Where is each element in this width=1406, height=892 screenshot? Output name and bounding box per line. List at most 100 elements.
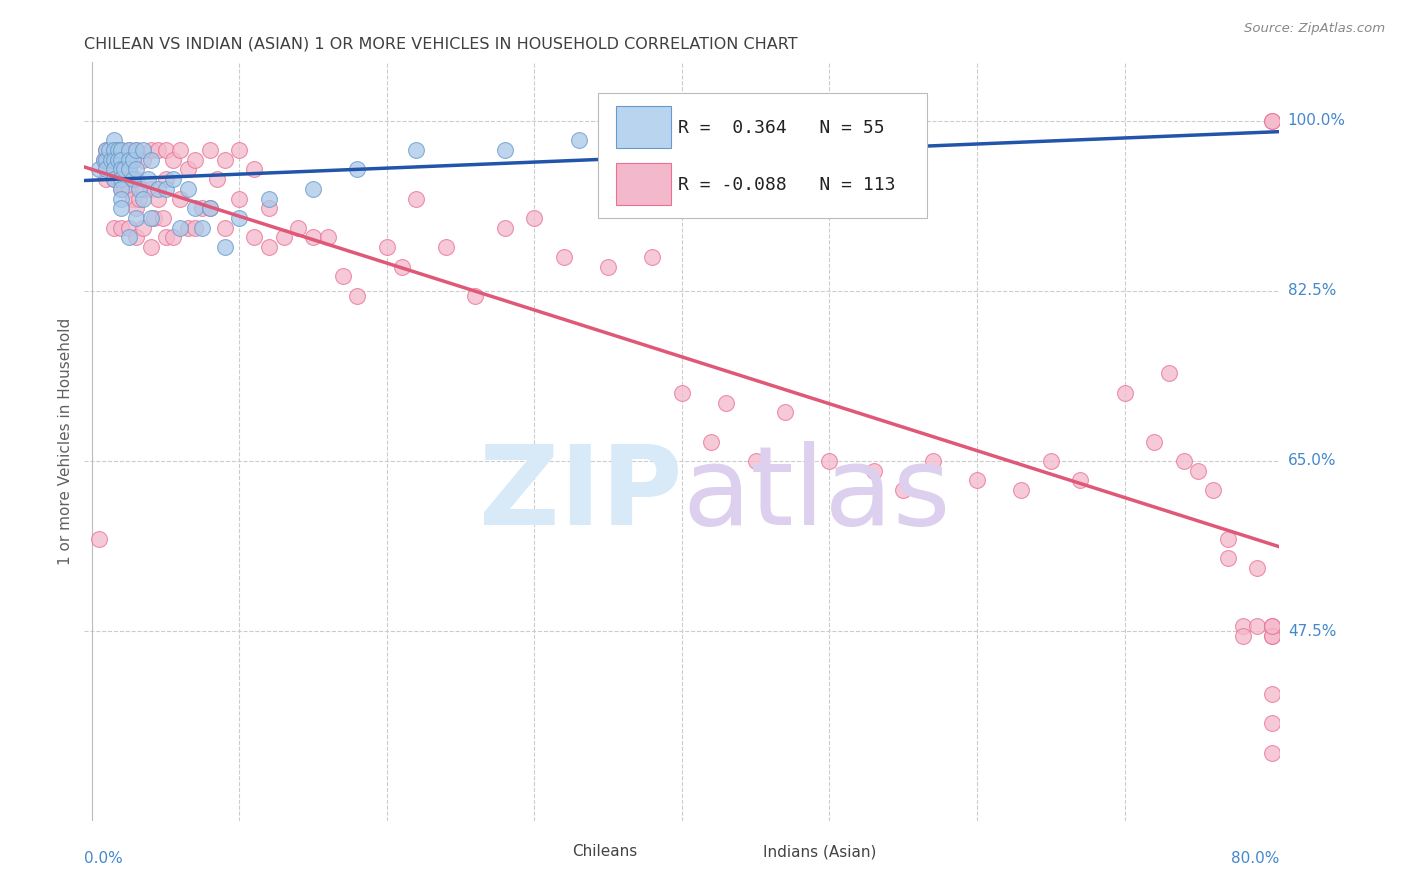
Point — [110, 172, 132, 186]
Point — [1261, 629, 1284, 643]
Point — [494, 143, 516, 157]
Point — [375, 240, 398, 254]
Point — [744, 454, 766, 468]
Point — [103, 220, 125, 235]
Point — [773, 405, 796, 419]
Point — [1173, 454, 1195, 468]
Point — [96, 172, 118, 186]
Point — [1232, 629, 1254, 643]
Point — [87, 162, 110, 177]
Text: 82.5%: 82.5% — [1288, 284, 1336, 298]
Point — [523, 211, 546, 225]
Point — [103, 143, 125, 157]
Point — [93, 153, 115, 167]
Point — [132, 143, 155, 157]
Point — [464, 289, 486, 303]
Point — [125, 201, 148, 215]
Point — [132, 182, 155, 196]
Point — [191, 201, 214, 215]
Point — [176, 162, 198, 177]
Point — [139, 153, 162, 167]
Point — [1114, 386, 1136, 401]
Point — [1157, 367, 1180, 381]
Text: 80.0%: 80.0% — [1232, 851, 1279, 866]
Point — [169, 143, 191, 157]
Point — [714, 123, 737, 137]
Point — [1261, 113, 1284, 128]
Point — [103, 153, 125, 167]
Point — [117, 143, 139, 157]
FancyBboxPatch shape — [710, 839, 759, 863]
Point — [132, 220, 155, 235]
Point — [117, 220, 139, 235]
Point — [1246, 561, 1268, 575]
Point — [146, 143, 169, 157]
Point — [287, 220, 309, 235]
Point — [332, 269, 354, 284]
Point — [714, 395, 737, 409]
Point — [103, 172, 125, 186]
Point — [110, 143, 132, 157]
Point — [891, 483, 914, 497]
Point — [117, 143, 139, 157]
Point — [110, 192, 132, 206]
Point — [1069, 474, 1091, 488]
Point — [176, 182, 198, 196]
Point — [110, 143, 132, 157]
Point — [125, 211, 148, 225]
Point — [1261, 619, 1284, 633]
Point — [155, 182, 177, 196]
Point — [128, 192, 150, 206]
Point — [1261, 619, 1284, 633]
Point — [110, 182, 132, 196]
Point — [214, 240, 236, 254]
Point — [100, 162, 122, 177]
Point — [1216, 532, 1239, 546]
Point — [162, 172, 184, 186]
Point — [257, 240, 280, 254]
Point — [103, 172, 125, 186]
Point — [494, 220, 516, 235]
Point — [98, 153, 121, 167]
Text: atlas: atlas — [682, 442, 950, 548]
Point — [184, 220, 207, 235]
Point — [1261, 113, 1284, 128]
Point — [162, 153, 184, 167]
Point — [184, 153, 207, 167]
Point — [243, 230, 266, 244]
Point — [862, 464, 884, 478]
Point — [146, 182, 169, 196]
Point — [228, 192, 250, 206]
Point — [139, 143, 162, 157]
Point — [302, 230, 325, 244]
Point — [214, 220, 236, 235]
Point — [125, 172, 148, 186]
Point — [122, 192, 145, 206]
Point — [125, 143, 148, 157]
Point — [110, 153, 132, 167]
Point — [257, 201, 280, 215]
Point — [162, 230, 184, 244]
Point — [125, 162, 148, 177]
Point — [273, 230, 295, 244]
Point — [184, 201, 207, 215]
Point — [598, 260, 620, 274]
Text: CHILEAN VS INDIAN (ASIAN) 1 OR MORE VEHICLES IN HOUSEHOLD CORRELATION CHART: CHILEAN VS INDIAN (ASIAN) 1 OR MORE VEHI… — [84, 37, 799, 52]
Point — [136, 172, 159, 186]
Point — [302, 182, 325, 196]
Point — [132, 153, 155, 167]
Text: 100.0%: 100.0% — [1288, 113, 1346, 128]
Y-axis label: 1 or more Vehicles in Household: 1 or more Vehicles in Household — [58, 318, 73, 566]
Text: Indians (Asian): Indians (Asian) — [763, 844, 876, 859]
Text: R =  0.364   N = 55: R = 0.364 N = 55 — [678, 119, 884, 136]
Point — [107, 143, 129, 157]
Point — [139, 240, 162, 254]
Point — [243, 162, 266, 177]
Point — [198, 201, 221, 215]
Point — [152, 211, 174, 225]
Point — [818, 454, 841, 468]
Text: ZIP: ZIP — [478, 442, 682, 548]
Point — [641, 143, 664, 157]
Text: Source: ZipAtlas.com: Source: ZipAtlas.com — [1244, 22, 1385, 36]
Point — [122, 172, 145, 186]
